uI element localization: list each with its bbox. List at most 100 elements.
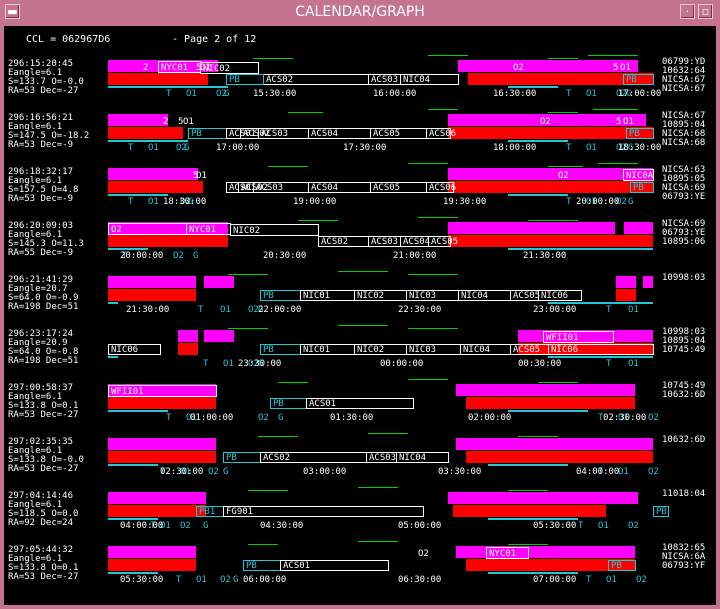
saa-bar[interactable] xyxy=(448,222,615,234)
calendar-graph-area[interactable]: CCL = 062967D6 - Page 2 of 12 296:15:20:… xyxy=(4,26,716,605)
occultation-bar[interactable] xyxy=(453,505,606,517)
saa-bar[interactable] xyxy=(204,330,234,342)
saa-bar[interactable] xyxy=(448,168,653,180)
occultation-bar[interactable] xyxy=(108,181,203,193)
occultation-bar[interactable] xyxy=(468,73,653,85)
row-info-line: RA=53 Dec=-27 xyxy=(8,464,78,474)
visibility-line xyxy=(298,220,338,221)
saa-bar[interactable] xyxy=(108,384,216,396)
saa-bar[interactable] xyxy=(108,546,196,558)
minimize-button[interactable]: · xyxy=(680,4,695,19)
activity-box[interactable] xyxy=(108,385,217,397)
orbit-event-marker: O1 xyxy=(186,89,197,99)
occultation-bar[interactable] xyxy=(178,343,198,355)
occultation-bar[interactable] xyxy=(108,505,206,517)
activity-box[interactable] xyxy=(396,452,449,463)
activity-box[interactable] xyxy=(400,74,459,85)
saa-bar[interactable] xyxy=(108,114,168,126)
activity-box[interactable] xyxy=(630,182,654,193)
target-line xyxy=(508,248,653,250)
time-tick-label: 03:30:00 xyxy=(438,467,481,477)
activity-box[interactable] xyxy=(108,344,161,355)
activity-box[interactable] xyxy=(626,128,654,139)
activity-box[interactable] xyxy=(623,169,654,181)
saa-bar[interactable] xyxy=(448,114,646,126)
saa-bar[interactable] xyxy=(458,60,638,72)
saa-bar[interactable] xyxy=(456,384,635,396)
occultation-bar[interactable] xyxy=(466,451,653,463)
occultation-bar[interactable] xyxy=(108,127,183,139)
time-tick-label: 01:00:00 xyxy=(190,413,233,423)
occultation-bar[interactable] xyxy=(108,451,216,463)
occultation-bar[interactable] xyxy=(616,289,636,301)
saa-bar[interactable] xyxy=(456,438,653,450)
occultation-bar[interactable] xyxy=(448,127,653,139)
maximize-button[interactable]: ▫ xyxy=(698,4,713,19)
saa-bar[interactable] xyxy=(178,330,198,342)
saa-bar[interactable] xyxy=(624,222,653,234)
saa-bar[interactable] xyxy=(108,276,196,288)
occultation-bar[interactable] xyxy=(108,397,216,409)
occultation-bar[interactable] xyxy=(518,343,653,355)
activity-box[interactable] xyxy=(226,74,264,85)
window-menu-button[interactable]: ▬ xyxy=(5,4,20,19)
saa-bar[interactable] xyxy=(448,492,638,504)
activity-label: ACS01 xyxy=(229,183,256,193)
visibility-line xyxy=(508,544,548,545)
saa-bar[interactable] xyxy=(456,546,635,558)
activity-box[interactable] xyxy=(538,290,582,301)
activity-box[interactable] xyxy=(200,62,259,74)
activity-box[interactable] xyxy=(486,547,529,559)
saa-bar[interactable] xyxy=(108,438,216,450)
occultation-bar[interactable] xyxy=(108,289,196,301)
activity-box[interactable] xyxy=(426,182,454,193)
occultation-bar[interactable] xyxy=(108,235,228,247)
saa-bar[interactable] xyxy=(643,276,653,288)
occultation-bar[interactable] xyxy=(448,181,653,193)
occultation-bar[interactable] xyxy=(466,559,635,571)
occultation-bar[interactable] xyxy=(108,73,208,85)
saa-bar[interactable] xyxy=(108,492,206,504)
activity-box[interactable] xyxy=(306,398,414,409)
saa-bar[interactable] xyxy=(204,276,234,288)
occultation-bar[interactable] xyxy=(108,559,196,571)
activity-box[interactable] xyxy=(428,236,451,247)
occultation-bar[interactable] xyxy=(466,397,635,409)
activity-label: ACS05 xyxy=(513,345,540,355)
visibility-line xyxy=(508,490,548,491)
activity-label: NIC02 xyxy=(233,226,260,236)
time-tick-label: 05:00:00 xyxy=(398,521,441,531)
activity-box[interactable] xyxy=(426,128,451,139)
activity-box[interactable] xyxy=(548,344,654,355)
saa-bar[interactable] xyxy=(518,330,653,342)
activity-box[interactable] xyxy=(543,331,614,343)
occultation-bar[interactable] xyxy=(448,235,653,247)
activity-box[interactable] xyxy=(623,74,654,85)
activity-box[interactable] xyxy=(280,560,389,571)
orbit-event-marker: T xyxy=(128,197,134,207)
activity-box[interactable] xyxy=(608,560,636,571)
activity-box[interactable] xyxy=(653,506,669,517)
visibility-line xyxy=(408,328,458,329)
time-tick-label: 04:00:00 xyxy=(120,521,163,531)
saa-bar[interactable] xyxy=(616,276,636,288)
saa-bar[interactable] xyxy=(108,222,228,234)
saa-bar[interactable] xyxy=(108,60,218,72)
time-tick-label: 21:00:00 xyxy=(393,251,436,261)
title-bar[interactable]: ▬ CALENDAR/GRAPH · ▫ xyxy=(0,0,720,26)
visibility-line xyxy=(278,382,308,383)
saa-bar[interactable] xyxy=(108,168,198,180)
activity-box[interactable] xyxy=(223,506,424,517)
activity-label: NIC04 xyxy=(461,291,488,301)
activity-box[interactable] xyxy=(230,224,319,236)
